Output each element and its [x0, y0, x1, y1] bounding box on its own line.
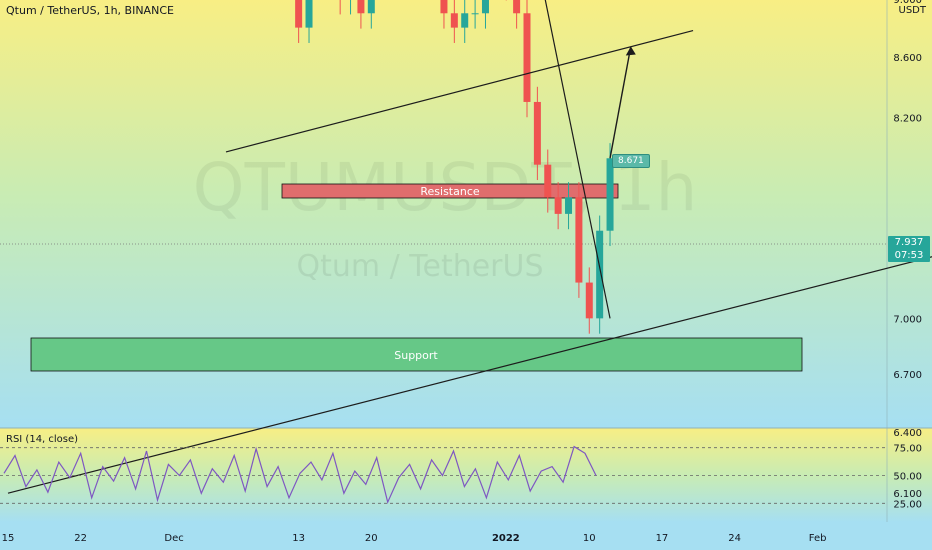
time-tick-label: 22	[74, 533, 87, 544]
time-tick-label: 10	[583, 533, 596, 544]
resistance-zone-box	[281, 183, 619, 199]
time-tick-label: 17	[656, 533, 669, 544]
time-tick-label: 24	[728, 533, 741, 544]
target-price-callout[interactable]: 8.671	[612, 154, 650, 168]
rsi-layer	[0, 445, 887, 505]
rsi-line	[3, 445, 597, 505]
price-tick-label: 6.400	[893, 428, 922, 439]
support-label: Support	[394, 349, 438, 362]
projection-arrowhead	[625, 46, 636, 56]
rsi-indicator-label[interactable]: RSI (14, close)	[6, 434, 79, 445]
resistance-zone[interactable]: Resistance	[281, 183, 619, 199]
time-axis-bg	[0, 522, 932, 550]
candle-body	[544, 164, 552, 198]
rsi-axis: 75.00 50.00 25.00	[893, 444, 922, 511]
price-tick-label: 6.100	[893, 489, 922, 500]
trendline	[544, 0, 611, 319]
price-tick-label: 6.700	[893, 370, 922, 381]
price-tick-label: 8.600	[893, 53, 922, 64]
candle-body	[461, 13, 469, 28]
price-tick-label: 7.000	[893, 314, 922, 325]
time-axis: 15 22 Dec 13 20 2022 10 17 24 Feb	[2, 533, 827, 544]
trendline	[7, 256, 932, 494]
rsi-tick-label: 75.00	[893, 444, 922, 455]
last-price-countdown: 07:53	[894, 250, 924, 261]
support-zone-box	[30, 337, 803, 372]
price-unit-label: USDT	[898, 5, 926, 16]
candle-body	[295, 0, 303, 28]
price-tick-label: 9.000	[893, 0, 922, 6]
candle-series	[295, 0, 614, 334]
resistance-label: Resistance	[420, 185, 480, 198]
trendline	[225, 29, 694, 153]
time-tick-label: 20	[365, 533, 378, 544]
candle-body	[450, 13, 458, 28]
candle-body	[305, 0, 313, 28]
candle-body	[606, 158, 614, 231]
candle-body	[554, 197, 562, 214]
symbol-title: Qtum / TetherUS, 1h, BINANCE	[6, 4, 174, 17]
candle-body	[471, 13, 479, 15]
candle-body	[513, 0, 521, 14]
candle-body	[585, 282, 593, 319]
price-tick-label: 8.200	[893, 113, 922, 124]
time-tick-label: Dec	[164, 533, 183, 544]
candle-body	[523, 13, 531, 102]
last-price-value: 7.937	[894, 237, 924, 248]
candle-body	[565, 197, 573, 214]
watermark-small: Qtum / TetherUS	[296, 249, 543, 284]
support-zone[interactable]: Support	[30, 337, 803, 372]
candle-body	[575, 197, 583, 283]
trendlines[interactable]	[7, 0, 932, 494]
candle-body	[481, 0, 489, 14]
candle-body	[357, 0, 365, 14]
time-tick-label: 13	[292, 533, 305, 544]
candle-body	[533, 101, 541, 165]
last-price-tag: 7.937 07:53	[888, 236, 930, 262]
time-tick-label: Feb	[809, 533, 827, 544]
time-tick-label: 15	[2, 533, 15, 544]
candle-body	[596, 230, 604, 319]
candle-body	[367, 0, 375, 14]
rsi-tick-label: 50.00	[893, 472, 922, 483]
projection-arrow	[609, 46, 632, 159]
rsi-pane-bg	[0, 428, 932, 522]
candle-body	[440, 0, 448, 14]
time-tick-label: 2022	[492, 533, 520, 544]
rsi-tick-label: 25.00	[893, 499, 922, 510]
